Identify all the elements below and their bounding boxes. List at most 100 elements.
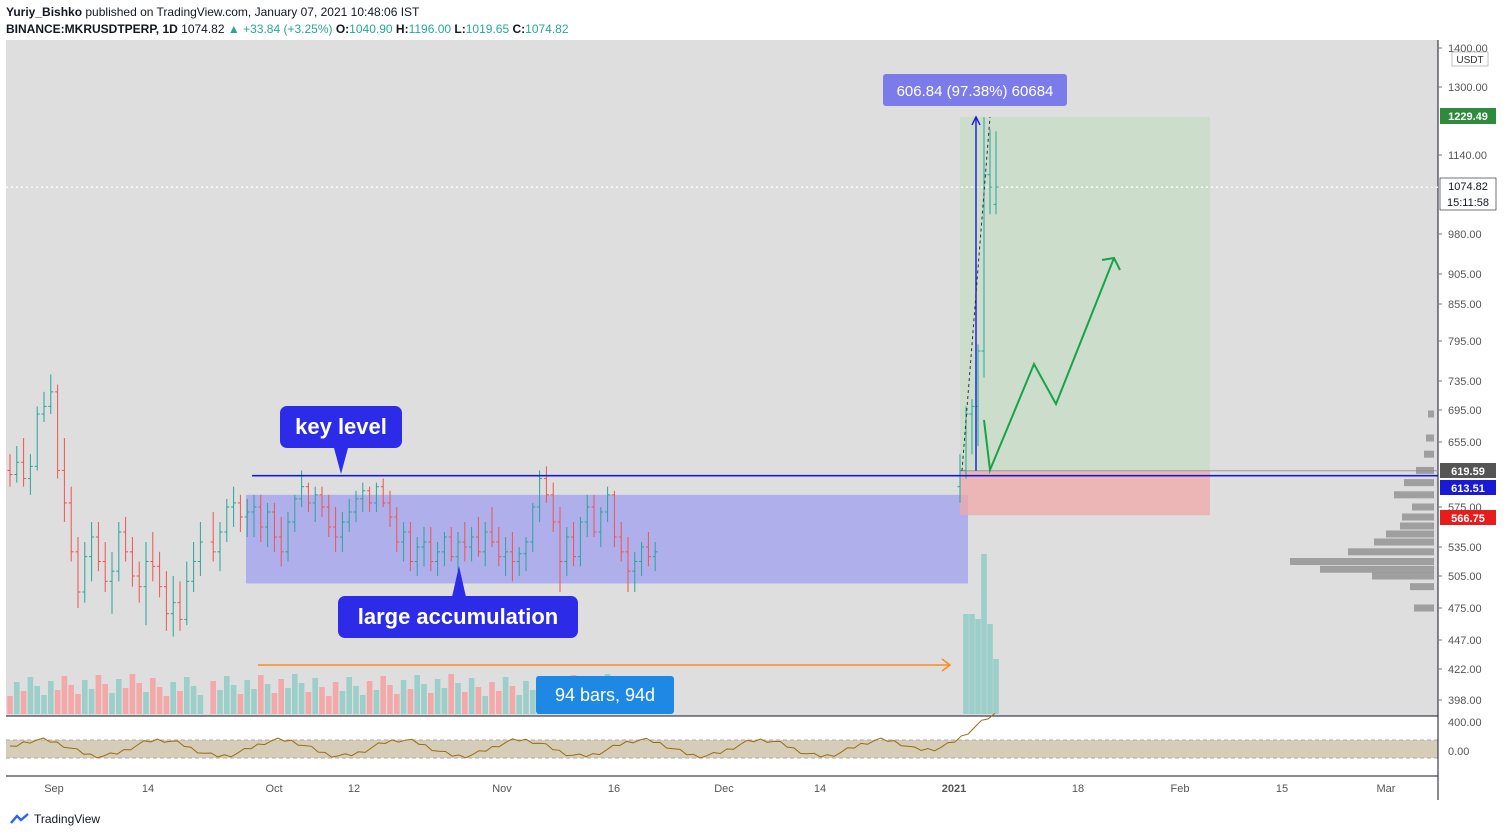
- ohlc-bar: [969, 399, 975, 455]
- low-label: L:: [454, 22, 466, 36]
- unit-tag-text: USDT: [1456, 55, 1483, 66]
- volume-bar: [197, 695, 204, 714]
- volume-bar: [82, 680, 88, 714]
- ohlc-bar: [163, 571, 169, 631]
- ohlc-bar: [339, 512, 345, 552]
- ohlc-bar: [367, 486, 373, 512]
- high-label: H:: [395, 22, 409, 36]
- time-tick-label: 2021: [942, 783, 966, 795]
- ohlc-bar: [537, 470, 543, 522]
- volume-bar: [129, 674, 136, 714]
- volume-bar: [305, 692, 312, 714]
- accumulation-callout[interactable]: [338, 596, 578, 638]
- volume-bar: [102, 684, 108, 714]
- ohlc-bar: [278, 517, 284, 567]
- volume-profile-bar: [1424, 450, 1434, 458]
- volume-bar: [230, 685, 237, 714]
- volume-bar: [68, 685, 74, 714]
- volume-bar: [156, 687, 163, 714]
- ohlc-bar: [448, 527, 454, 562]
- volume-bar: [339, 691, 346, 714]
- volume-bar: [136, 683, 142, 714]
- measure-label-box[interactable]: [883, 74, 1067, 106]
- volume-bar: [217, 690, 223, 714]
- volume-bar: [987, 624, 993, 714]
- time-tick-label: 12: [348, 783, 360, 795]
- ohlc-bar: [414, 537, 420, 576]
- ohlc-bar: [652, 542, 658, 572]
- stop-zone: [960, 470, 1210, 516]
- price-axis[interactable]: [1438, 40, 1500, 800]
- volume-bar: [993, 659, 999, 714]
- key-level-label: key level: [295, 414, 387, 439]
- ohlc-bar: [89, 522, 95, 582]
- ohlc-bar: [292, 494, 298, 532]
- time-tick-label: 16: [608, 783, 620, 795]
- key-level-callout[interactable]: [280, 406, 402, 448]
- volume-bar: [414, 675, 420, 714]
- ohlc-bar: [27, 454, 33, 495]
- ohlc-bar: [543, 466, 549, 503]
- ohlc-bar: [170, 576, 176, 637]
- volume-profile-bar: [1428, 410, 1434, 418]
- volume-bar: [27, 677, 34, 714]
- ohlc-bar: [421, 527, 427, 567]
- ohlc-bar: [482, 522, 488, 567]
- blue-price-tag-text: 613.51: [1451, 483, 1485, 495]
- price-tick-label: 447.00: [1448, 635, 1482, 647]
- ohlc-bar: [14, 446, 20, 483]
- projection-arrowhead: [1101, 256, 1121, 271]
- volume-bar: [523, 681, 529, 714]
- ohlc-bar: [319, 486, 325, 517]
- author: Yuriy_Bishko: [6, 5, 83, 19]
- ohlc-bar: [224, 498, 230, 542]
- volume-profile-bar: [1416, 466, 1434, 474]
- volume-profile-bar: [1404, 479, 1434, 487]
- price-tick-label: 505.00: [1448, 571, 1482, 583]
- volume-bar: [278, 679, 284, 714]
- ohlc-bar: [251, 494, 257, 537]
- time-tick-label: Sep: [44, 783, 64, 795]
- volume-bar: [264, 684, 271, 714]
- ohlc-bar: [244, 498, 250, 537]
- ohlc-bar: [557, 507, 563, 592]
- volume-profile-bar: [1374, 538, 1434, 546]
- volume-bar: [224, 676, 230, 714]
- volume-bar: [366, 681, 373, 714]
- volume-bar: [981, 554, 987, 714]
- time-axis[interactable]: [6, 776, 1438, 800]
- bars-range-label-box[interactable]: [536, 676, 674, 714]
- time-tick-label: 18: [1072, 783, 1084, 795]
- red-price-tag: [1440, 510, 1496, 525]
- close-label: C:: [512, 22, 526, 36]
- volume-profile-bar: [1402, 513, 1434, 521]
- oscillator-tick-label: 400.00: [1448, 717, 1482, 729]
- ohlc-bar: [237, 494, 243, 532]
- ohlc-bar: [346, 498, 352, 532]
- ohlc-bar: [333, 507, 339, 552]
- ohlc-bar: [428, 527, 434, 572]
- unit-tag: [1451, 51, 1489, 67]
- ohlc-bar: [285, 512, 291, 562]
- ohlc-bar: [299, 470, 305, 507]
- chart-header: Yuriy_Bishko published on TradingView.co…: [6, 4, 569, 38]
- publish-line: Yuriy_Bishko published on TradingView.co…: [6, 4, 569, 21]
- volume-bar: [319, 687, 325, 714]
- axis-layer: 1400.001300.001140.00980.00905.00855.007…: [44, 43, 1488, 795]
- ohlc-bar: [102, 542, 108, 592]
- volume-bar: [394, 694, 400, 714]
- volume-bar: [496, 691, 502, 714]
- volume-profile-bar: [1412, 503, 1434, 511]
- volume-bar: [116, 679, 122, 714]
- volume-bar: [530, 690, 536, 714]
- red-price-tag-text: 566.75: [1451, 513, 1485, 525]
- volume-bar: [407, 689, 414, 714]
- quote-line: BINANCE:MKRUSDTPERP, 1D 1074.82 ▲ +33.84…: [6, 21, 569, 38]
- ohlc-bar: [75, 537, 81, 608]
- volume-bar: [61, 676, 68, 714]
- volume-bar: [20, 691, 27, 714]
- volume-bar: [285, 688, 291, 714]
- ohlc-bar: [639, 542, 645, 576]
- volume-bar: [312, 678, 318, 714]
- volume-bar: [482, 696, 488, 714]
